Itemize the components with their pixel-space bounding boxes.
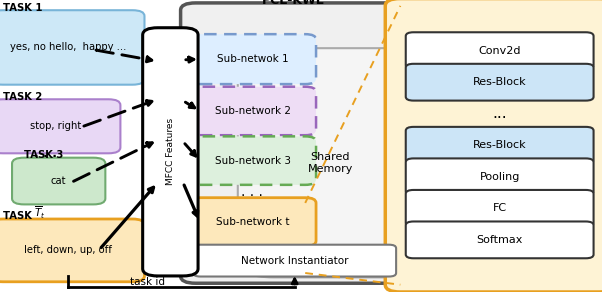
- FancyBboxPatch shape: [143, 28, 198, 276]
- FancyBboxPatch shape: [189, 87, 316, 135]
- Text: MFCC Features: MFCC Features: [166, 118, 175, 185]
- Text: Conv2d: Conv2d: [479, 46, 521, 56]
- Text: TASK 2: TASK 2: [3, 92, 42, 102]
- Text: PCL-KWL: PCL-KWL: [262, 0, 325, 7]
- Text: TASK: TASK: [3, 211, 36, 221]
- Text: cat: cat: [51, 176, 66, 186]
- Text: Sub-netwok t: Sub-netwok t: [453, 0, 547, 2]
- Text: FC: FC: [492, 203, 507, 213]
- FancyBboxPatch shape: [0, 219, 144, 282]
- Text: TASK 1: TASK 1: [3, 3, 43, 13]
- Text: Softmax: Softmax: [476, 235, 523, 245]
- Text: Shared
Memory: Shared Memory: [308, 152, 353, 173]
- Text: $\overline{T}_t$: $\overline{T}_t$: [34, 205, 46, 221]
- Text: Network Instantiator: Network Instantiator: [241, 256, 349, 266]
- Text: Sub-network t: Sub-network t: [216, 217, 290, 227]
- Text: Sub-network 2: Sub-network 2: [214, 106, 291, 116]
- FancyBboxPatch shape: [406, 159, 594, 195]
- FancyBboxPatch shape: [406, 190, 594, 227]
- Text: left, down, up, off: left, down, up, off: [24, 245, 111, 256]
- FancyBboxPatch shape: [406, 127, 594, 164]
- Text: task id: task id: [130, 277, 165, 287]
- Text: stop, right: stop, right: [30, 121, 81, 131]
- Text: ...: ...: [492, 106, 507, 121]
- FancyBboxPatch shape: [193, 245, 396, 277]
- FancyBboxPatch shape: [0, 99, 120, 153]
- Text: yes, no hello,  happy ...: yes, no hello, happy ...: [10, 42, 126, 53]
- FancyBboxPatch shape: [406, 222, 594, 258]
- Text: Sub-network 3: Sub-network 3: [214, 156, 291, 166]
- Text: Res-Block: Res-Block: [473, 77, 527, 87]
- FancyBboxPatch shape: [189, 136, 316, 185]
- Text: · · ·: · · ·: [34, 150, 57, 163]
- FancyBboxPatch shape: [406, 32, 594, 69]
- Text: · · ·: · · ·: [241, 189, 262, 203]
- FancyBboxPatch shape: [189, 34, 316, 84]
- Text: Res-Block: Res-Block: [473, 140, 527, 150]
- FancyBboxPatch shape: [238, 48, 423, 277]
- FancyBboxPatch shape: [189, 198, 316, 246]
- FancyBboxPatch shape: [406, 64, 594, 100]
- FancyBboxPatch shape: [0, 10, 144, 85]
- Text: Sub-netwok 1: Sub-netwok 1: [217, 54, 288, 64]
- FancyBboxPatch shape: [12, 158, 105, 204]
- Text: Pooling: Pooling: [479, 172, 520, 182]
- FancyBboxPatch shape: [385, 0, 602, 292]
- FancyBboxPatch shape: [181, 3, 406, 283]
- Text: TASK 3: TASK 3: [24, 150, 63, 160]
